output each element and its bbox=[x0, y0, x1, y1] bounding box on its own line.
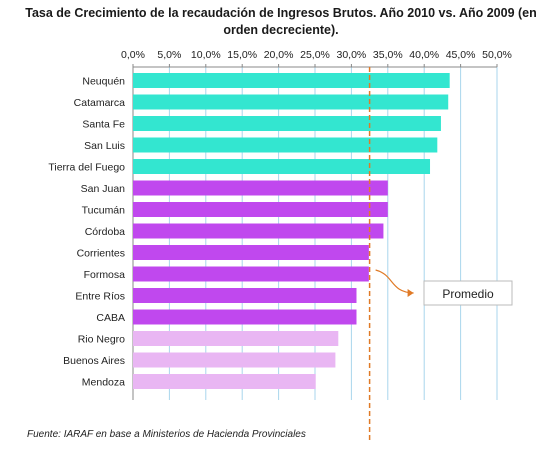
chart-title-line-1: Tasa de Crecimiento de la recaudación de… bbox=[25, 6, 537, 20]
x-tick-label: 15,0% bbox=[227, 49, 257, 61]
category-label: Tucumán bbox=[82, 205, 126, 217]
x-axis-ticks: 0,0% 5,0% 10,0% 15,0% 20,0% 25,0% 30,0% 35,0% 40… bbox=[121, 49, 512, 61]
x-tick-label: 25,0% bbox=[300, 49, 330, 61]
category-label: San Luis bbox=[84, 140, 125, 152]
bar bbox=[133, 202, 388, 217]
bar bbox=[133, 374, 316, 389]
bar bbox=[133, 288, 357, 303]
chart-title-line-2: orden decreciente). bbox=[223, 23, 338, 37]
bar bbox=[133, 116, 441, 131]
category-label: Formosa bbox=[84, 269, 126, 281]
category-label: Córdoba bbox=[85, 226, 125, 238]
category-label: Buenos Aires bbox=[63, 355, 125, 367]
x-tick-label: 40,0% bbox=[409, 49, 439, 61]
x-tick-label: 30,0% bbox=[337, 49, 367, 61]
bar bbox=[133, 266, 369, 282]
bars bbox=[133, 73, 450, 389]
bar bbox=[133, 352, 336, 368]
category-label: Entre Ríos bbox=[75, 291, 125, 303]
callout-box bbox=[423, 280, 513, 306]
category-label: Mendoza bbox=[82, 377, 125, 389]
category-label: Neuquén bbox=[82, 76, 125, 88]
bar bbox=[133, 331, 339, 346]
category-label: San Juan bbox=[81, 183, 126, 195]
average-label: Promedio bbox=[442, 287, 494, 301]
bar bbox=[133, 223, 384, 239]
bar bbox=[133, 180, 388, 196]
category-label: Rio Negro bbox=[78, 334, 125, 346]
callout-arrowhead bbox=[407, 289, 414, 297]
bar bbox=[133, 159, 431, 174]
bar bbox=[133, 94, 449, 110]
average-reference: Promedio bbox=[368, 67, 513, 442]
category-label: Corrientes bbox=[77, 248, 125, 260]
bar bbox=[133, 245, 369, 260]
bar bbox=[133, 137, 438, 153]
x-tick-label: 10,0% bbox=[191, 49, 221, 61]
x-tick-label: 50,0% bbox=[482, 49, 512, 61]
x-tick-label: 20,0% bbox=[264, 49, 294, 61]
category-label: Santa Fe bbox=[82, 119, 125, 131]
x-tick-label: 0,0% bbox=[121, 49, 145, 61]
category-label: CABA bbox=[96, 312, 125, 324]
category-labels: Neuquén Catamarca Santa Fe San Luis Tierra d… bbox=[48, 76, 125, 389]
source-note: Fuente: IARAF en base a Ministerios de H… bbox=[27, 429, 306, 440]
category-label: Tierra del Fuego bbox=[48, 162, 125, 174]
x-tick-label: 45,0% bbox=[446, 49, 476, 61]
category-label: Catamarca bbox=[74, 97, 126, 109]
bar bbox=[133, 73, 450, 88]
bar bbox=[133, 309, 357, 325]
x-tick-label: 5,0% bbox=[157, 49, 181, 61]
x-tick-label: 35,0% bbox=[373, 49, 403, 61]
